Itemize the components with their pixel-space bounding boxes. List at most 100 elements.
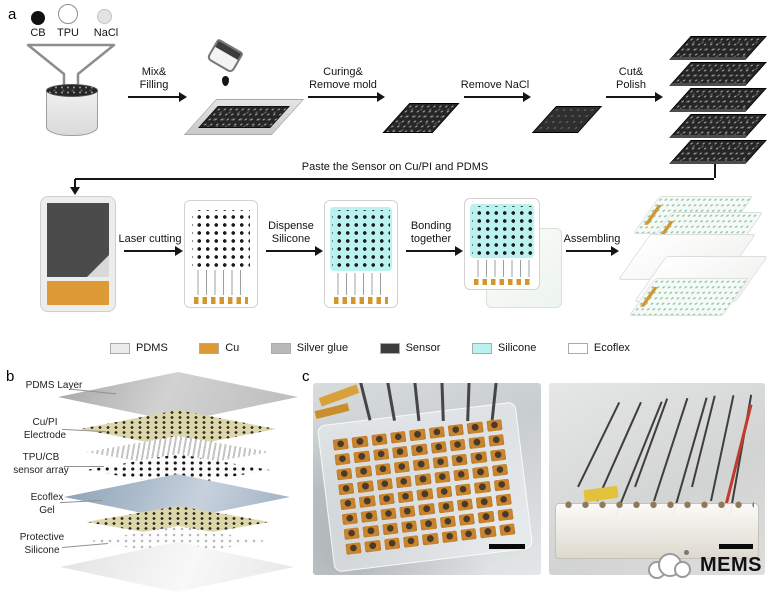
sensor-cell (456, 498, 474, 512)
sensor-cell (411, 443, 428, 457)
pdms-corner-triangle (87, 255, 109, 277)
silicone-swatch (471, 342, 492, 354)
wire (490, 383, 498, 422)
arrow-assembling (566, 246, 619, 255)
legend-label: PDMS (136, 342, 168, 354)
wire (440, 383, 445, 422)
sensor-cell (370, 433, 388, 446)
layer-label-protective: Protective Silicone (19, 532, 65, 556)
legend-item-silicone: Silicone (471, 342, 536, 354)
layer-label-cupi: Cu/PI Electrode (23, 417, 67, 441)
silicone-coated-sheet (324, 200, 398, 308)
mems-logo: MEMS (648, 546, 766, 586)
sensor-cell (454, 483, 472, 497)
sensor-cell (493, 478, 510, 492)
sensor-cell (399, 505, 416, 519)
step-bonding-label: Bonding together (410, 220, 452, 246)
step-laser-label: Laser cutting (118, 233, 182, 245)
sensor-cell (474, 480, 491, 494)
sensor-dot-grid (192, 210, 250, 268)
electrode-traces (474, 260, 530, 277)
beaker-mixture (46, 84, 98, 97)
sensor-cell (357, 480, 374, 494)
panel-c-label: c (302, 368, 310, 385)
sensor-slab-stack-2 (669, 62, 767, 86)
sensor-array-grid (332, 419, 516, 555)
sensor-cell (355, 465, 372, 479)
sensor-cell (395, 475, 413, 489)
sensor-cell (489, 448, 507, 462)
sensor-cell (449, 438, 467, 452)
sensor-swatch (379, 342, 400, 354)
step-curing-label: Curing& Remove mold (309, 66, 377, 92)
cloud-icon (648, 550, 694, 582)
sensor-cell (497, 508, 514, 522)
arrow-dispense-silicone (266, 246, 323, 255)
antenna-dot (684, 550, 689, 555)
cu-pads (334, 297, 388, 304)
sensor-cell (491, 463, 509, 477)
cu-pads (194, 297, 248, 304)
droplet-icon (222, 76, 229, 86)
device-block (555, 485, 759, 559)
photo-side-view (549, 383, 765, 575)
electrode-traces (334, 273, 388, 295)
sensor-cell (401, 520, 418, 533)
laser-cut-sensor-sheet (184, 200, 258, 308)
sensor-cell (420, 517, 437, 531)
pouring-cup-icon (206, 38, 244, 74)
sensor-cell (495, 493, 512, 507)
legend-item-ecoflex: Ecoflex (567, 342, 630, 354)
sensor-cell (390, 430, 407, 444)
sensor-cell (345, 542, 362, 555)
sensor-cell (360, 510, 378, 523)
sensor-cell (433, 470, 451, 484)
layer-label-tpucb: TPU/CB sensor array (13, 452, 69, 476)
legend-item-silver-glue: Silver glue (270, 342, 349, 354)
arrow-cut-polish (606, 92, 663, 101)
tpu-particle-icon (58, 4, 78, 24)
sensor-cell (391, 445, 409, 459)
sensor-cell (341, 512, 359, 526)
cu-swatch (199, 342, 220, 354)
sensor-cell (393, 460, 411, 474)
sensor-slab-stack-3 (669, 88, 767, 112)
sensor-cell (479, 525, 497, 539)
sensor-dot-grid (472, 206, 532, 256)
sensor-cell (416, 488, 434, 501)
sensor-cell (418, 502, 436, 516)
photo-array-top (313, 383, 541, 575)
sensor-cell (460, 528, 478, 541)
cu-area (47, 281, 109, 305)
sensor-cell (430, 441, 447, 454)
step-remove-nacl-label: Remove NaCl (460, 79, 530, 91)
sensor-cell (466, 421, 484, 435)
sensor-cell (458, 513, 476, 526)
connector-vertical-right (714, 164, 716, 178)
legend-label: Silver glue (296, 342, 349, 354)
sensor-cell (487, 433, 505, 447)
scale-bar (719, 544, 753, 549)
nacl-label: NaCl (93, 27, 119, 39)
sensor-cell (470, 451, 488, 464)
sensor-cell (343, 527, 361, 541)
scale-bar (489, 544, 525, 549)
wire (466, 383, 471, 422)
sensor-cell (353, 450, 371, 464)
sensor-cell (334, 452, 351, 466)
nacl-particle-icon (97, 9, 112, 24)
legend-item-cu: Cu (199, 342, 239, 354)
tpu-label: TPU (57, 27, 79, 39)
cb-particle-icon (31, 11, 45, 25)
sensor-cell (412, 458, 430, 472)
cu-pads (474, 279, 530, 285)
sensor-cell (374, 462, 392, 476)
sensor-cell (414, 473, 432, 486)
sensor-cell (397, 490, 414, 504)
logo-text: MEMS (700, 554, 762, 576)
wire (357, 383, 372, 421)
sensor-cell (468, 436, 486, 450)
cupi-pdms-substrate (40, 196, 116, 312)
sensor-cell (422, 532, 439, 546)
bonded-sensor-sheet (464, 198, 540, 290)
